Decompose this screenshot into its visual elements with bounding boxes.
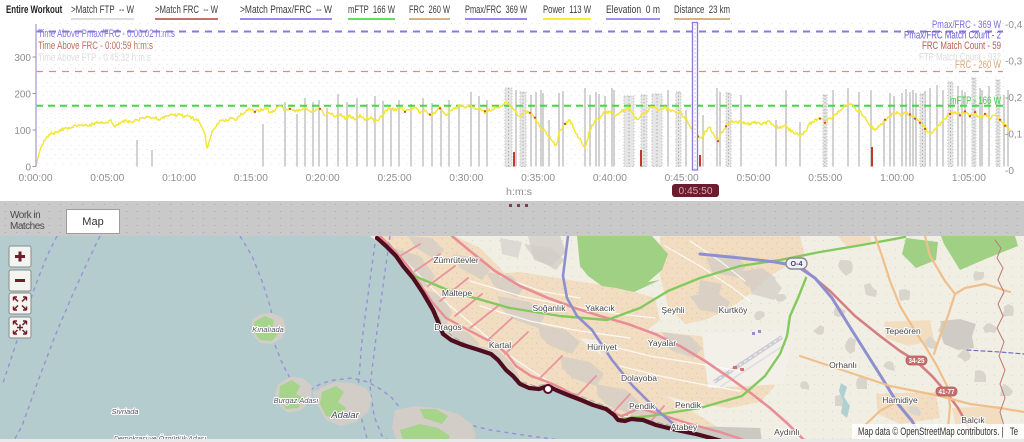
svg-text:Orhanlı: Orhanlı	[829, 360, 857, 370]
svg-text:-0,4: -0,4	[1005, 20, 1023, 31]
svg-text:Time Above FTP - 0:45:32 h:m:s: Time Above FTP - 0:45:32 h:m:s	[38, 52, 151, 64]
svg-text:Yayalar: Yayalar	[648, 338, 676, 348]
svg-text:Time Above Pmax/FRC - 0:00:02: Time Above Pmax/FRC - 0:00:02 h:m:s	[38, 28, 175, 40]
svg-text:Demokrasi ve Özgürlük Adası: Demokrasi ve Özgürlük Adası	[114, 435, 206, 442]
svg-text:Hamidiye: Hamidiye	[882, 395, 918, 405]
svg-text:Soğanlık: Soğanlık	[532, 303, 566, 313]
svg-text:0:30:00: 0:30:00	[449, 173, 483, 184]
svg-text:41-77: 41-77	[939, 389, 955, 396]
svg-text:0:55:00: 0:55:00	[808, 173, 842, 184]
svg-text:Dolayoba: Dolayoba	[621, 373, 657, 383]
svg-text:0:45:50: 0:45:50	[679, 186, 713, 197]
svg-text:300: 300	[14, 53, 31, 64]
svg-text:mFTP - 166 W: mFTP - 166 W	[950, 95, 1001, 107]
svg-text:-0,1: -0,1	[1005, 129, 1023, 140]
svg-text:O-4: O-4	[791, 261, 803, 268]
svg-text:Pendik: Pendik	[675, 400, 702, 410]
svg-text:1:05:00: 1:05:00	[952, 173, 986, 184]
svg-text:0:35:00: 0:35:00	[521, 173, 555, 184]
svg-text:Kartal: Kartal	[489, 340, 511, 350]
svg-text:Kurtköy: Kurtköy	[719, 305, 749, 315]
svg-text:0:45:00: 0:45:00	[665, 173, 699, 184]
svg-text:Yakacık: Yakacık	[585, 303, 615, 313]
svg-text:0:10:00: 0:10:00	[162, 173, 196, 184]
svg-text:Time Above FRC - 0:00:59 h:m:s: Time Above FRC - 0:00:59 h:m:s	[38, 40, 153, 52]
svg-text:0:00:00: 0:00:00	[19, 173, 53, 184]
svg-text:FTP Match Count - 932: FTP Match Count - 932	[919, 52, 1001, 64]
svg-text:34-25: 34-25	[909, 358, 925, 365]
svg-text:Zümrütevler: Zümrütevler	[433, 255, 479, 265]
svg-text:Map data © OpenStreetMap contr: Map data © OpenStreetMap contributors. |…	[858, 426, 1018, 438]
svg-text:1:00:00: 1:00:00	[880, 173, 914, 184]
svg-text:-0,2: -0,2	[1005, 93, 1023, 104]
svg-text:Adalar: Adalar	[330, 410, 359, 421]
svg-text:Pendik: Pendik	[629, 401, 656, 411]
svg-text:Pmax/FRC Match Count - 2: Pmax/FRC Match Count - 2	[904, 30, 1001, 42]
svg-text:-0,3: -0,3	[1005, 56, 1023, 67]
svg-text:h:m:s: h:m:s	[506, 187, 532, 198]
svg-text:Pmax/FRC - 369 W: Pmax/FRC - 369 W	[932, 19, 1001, 31]
svg-text:Burgaz Adası: Burgaz Adası	[274, 396, 319, 405]
svg-text:Maltepe: Maltepe	[442, 288, 473, 298]
svg-text:200: 200	[14, 89, 31, 100]
svg-text:Balçık: Balçık	[961, 415, 985, 425]
svg-text:0: 0	[25, 162, 31, 173]
svg-text:0:50:00: 0:50:00	[737, 173, 771, 184]
svg-text:100: 100	[14, 126, 31, 137]
svg-text:-0: -0	[1005, 166, 1014, 177]
svg-text:Hürriyet: Hürriyet	[587, 342, 617, 352]
svg-text:FRC Match Count - 59: FRC Match Count - 59	[922, 40, 1001, 52]
svg-text:0:40:00: 0:40:00	[593, 173, 627, 184]
svg-text:Atabey: Atabey	[671, 422, 698, 432]
svg-text:Tepeören: Tepeören	[885, 326, 921, 336]
svg-text:0:15:00: 0:15:00	[234, 173, 268, 184]
svg-text:Dragos: Dragos	[434, 322, 461, 332]
svg-text:0:25:00: 0:25:00	[378, 173, 412, 184]
svg-text:FRC - 260 W: FRC - 260 W	[955, 59, 1001, 71]
svg-text:Şeyhli: Şeyhli	[661, 305, 684, 315]
svg-text:Sivriada: Sivriada	[111, 407, 138, 416]
svg-text:Kınalıada: Kınalıada	[252, 325, 284, 334]
svg-text:Aydınlı: Aydınlı	[774, 427, 800, 437]
svg-text:0:20:00: 0:20:00	[306, 173, 340, 184]
svg-text:0:05:00: 0:05:00	[90, 173, 124, 184]
